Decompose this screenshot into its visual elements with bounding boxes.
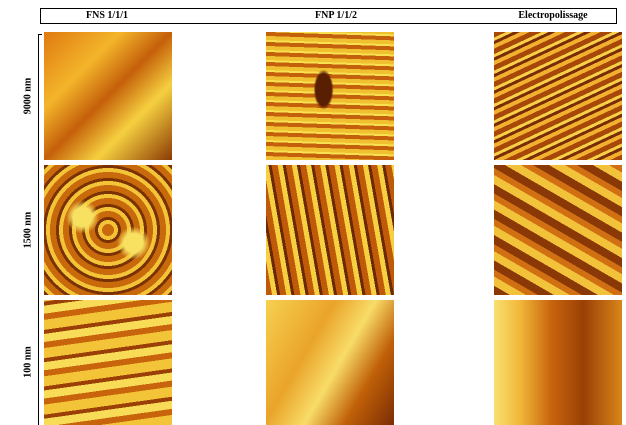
header-box: [40, 8, 617, 24]
row-label: 100 nm: [22, 346, 34, 378]
afm-image: [44, 165, 172, 295]
afm-image: [494, 165, 622, 295]
afm-image: [266, 300, 394, 425]
afm-image: [494, 300, 622, 425]
afm-image: [266, 32, 394, 160]
afm-image: [44, 32, 172, 160]
column-header: Electropolissage: [518, 10, 588, 21]
row-label: 1500 nm: [22, 211, 34, 249]
afm-image: [266, 165, 394, 295]
afm-image: [44, 300, 172, 425]
afm-image: [494, 32, 622, 160]
row-bracket: [38, 34, 42, 425]
row-label: 9000 nm: [22, 77, 34, 115]
column-header: FNS 1/1/1: [86, 10, 128, 21]
column-header: FNP 1/1/2: [315, 10, 357, 21]
